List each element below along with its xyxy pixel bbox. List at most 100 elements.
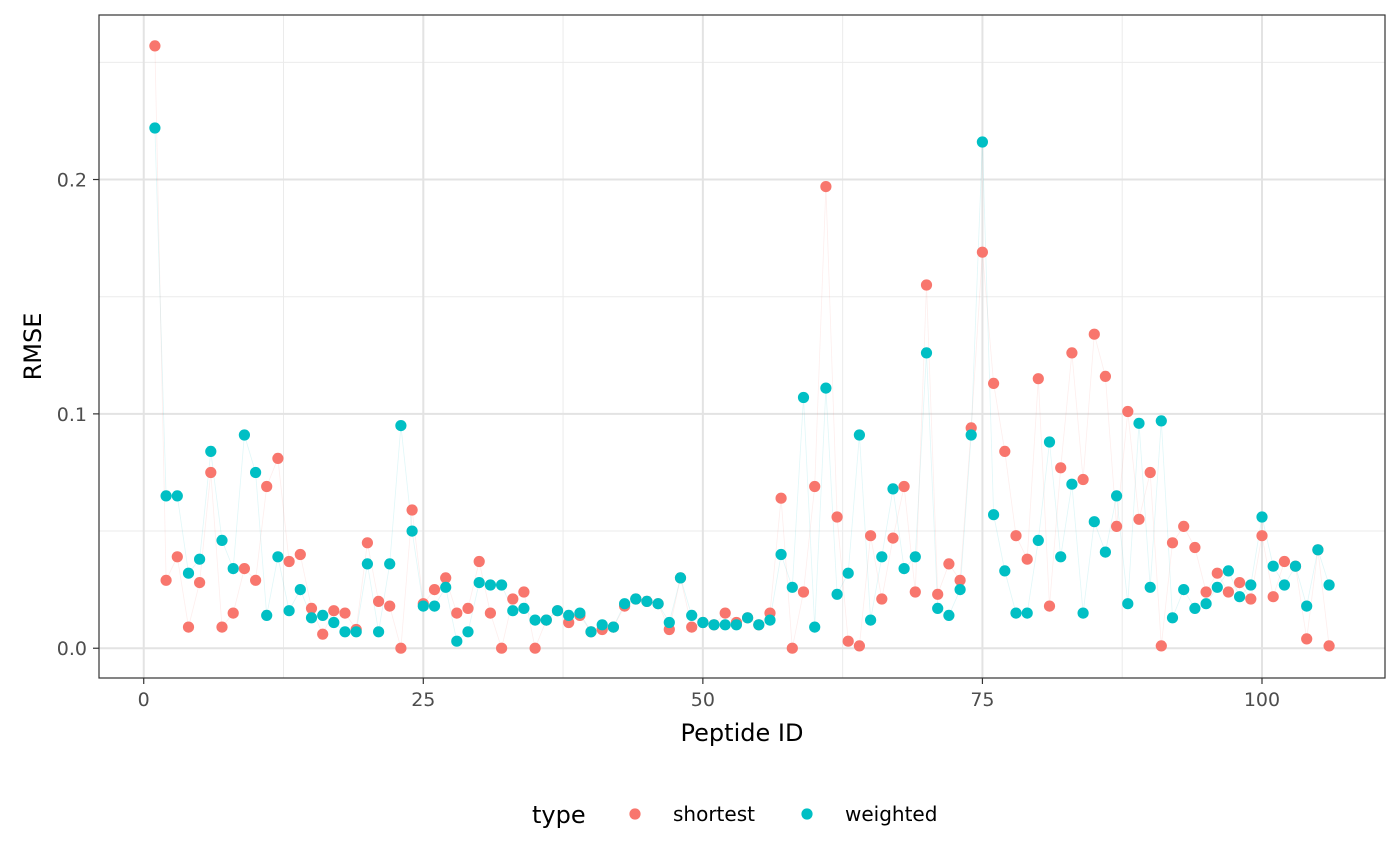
data-point-weighted [1077,607,1089,619]
data-point-weighted [652,598,664,610]
data-point-shortest [1043,600,1056,612]
data-point-weighted [920,347,933,359]
data-point-shortest [1211,567,1223,579]
data-point-shortest [1200,586,1212,598]
data-point-weighted [831,588,843,600]
data-point-shortest [361,537,373,549]
data-point-shortest [954,574,966,586]
data-point-weighted [708,619,720,631]
data-point-weighted [194,553,206,565]
panel-border [98,14,1386,679]
data-point-weighted [719,619,731,631]
data-point-shortest [373,595,385,608]
data-point-weighted [1010,607,1022,619]
data-point-weighted [1222,565,1234,577]
data-point-weighted [607,621,620,633]
data-point-weighted [496,579,508,591]
data-point-weighted [540,614,552,626]
data-point-weighted [809,621,821,633]
data-point-weighted [317,609,329,622]
data-point-shortest [1301,633,1313,645]
data-point-weighted [238,429,250,441]
data-point-weighted [574,607,586,619]
data-point-weighted [406,525,418,537]
data-point-weighted [909,551,921,563]
data-point-shortest [786,642,798,654]
data-point-shortest [149,40,161,52]
data-point-weighted [160,490,172,502]
data-point-weighted [1088,516,1100,528]
data-point-weighted [261,609,273,622]
data-point-weighted [1267,560,1279,572]
data-point-shortest [1055,462,1067,474]
legend-label-weighted: weighted [845,802,937,826]
data-point-weighted [797,391,810,404]
data-point-weighted [484,579,496,591]
y-axis-title: RMSE [19,313,47,381]
data-point-weighted [630,593,642,605]
data-point-shortest [216,621,228,633]
data-point-shortest [272,452,284,464]
data-point-shortest [719,607,731,619]
data-point-weighted [272,551,284,563]
series-lines [154,45,1330,650]
data-point-shortest [1222,586,1234,598]
data-point-weighted [384,558,396,570]
data-point-shortest [317,628,329,640]
data-point-weighted [1312,544,1324,556]
data-point-weighted [730,619,743,631]
data-point-shortest [462,602,474,615]
data-point-shortest [1155,640,1167,652]
data-point-weighted [1099,546,1111,558]
data-point-weighted [1021,607,1033,619]
data-point-weighted [473,577,485,589]
data-point-shortest [395,642,407,654]
data-point-weighted [1178,584,1190,596]
data-point-shortest [1166,537,1179,549]
data-point-shortest [1178,520,1190,533]
data-point-weighted [1032,534,1044,547]
data-point-shortest [451,607,463,619]
data-point-weighted [395,420,407,432]
data-point-shortest [507,593,519,605]
data-point-shortest [932,588,944,600]
data-point-weighted [764,614,776,626]
y-tick-label: 0.2 [57,170,87,192]
data-point-weighted [898,563,910,575]
data-point-weighted [842,567,854,579]
data-point-weighted [674,572,687,584]
x-tick-label: 25 [411,689,435,711]
data-point-shortest [440,572,452,584]
data-point-weighted [350,626,362,638]
data-point-weighted [742,612,754,624]
data-point-shortest [1088,328,1100,340]
data-point-weighted [999,565,1011,577]
data-point-weighted [596,619,608,631]
data-point-shortest [1021,553,1033,565]
data-point-weighted [294,584,306,596]
data-point-weighted [529,614,541,626]
data-point-shortest [999,445,1011,457]
series-points [149,40,1335,654]
data-point-shortest [529,642,541,654]
data-point-shortest [205,466,217,479]
data-point-shortest [943,558,955,570]
data-point-shortest [1144,466,1156,479]
legend-item-shortest: shortest [629,802,755,826]
data-point-weighted [227,563,239,575]
data-point-shortest [976,246,989,258]
data-point-weighted [551,605,564,617]
data-point-shortest [920,279,933,291]
data-point-weighted [686,609,698,622]
data-point-weighted [1155,415,1167,427]
data-point-shortest [988,377,1000,389]
data-point-shortest [339,607,351,619]
y-tick-label: 0.1 [57,404,87,426]
x-tick-label: 50 [691,689,715,711]
data-point-shortest [227,607,239,619]
y-axis: 0.0 0.1 0.2 [57,170,99,660]
data-point-shortest [484,607,496,619]
data-point-weighted [943,609,955,622]
data-point-shortest [160,574,172,586]
